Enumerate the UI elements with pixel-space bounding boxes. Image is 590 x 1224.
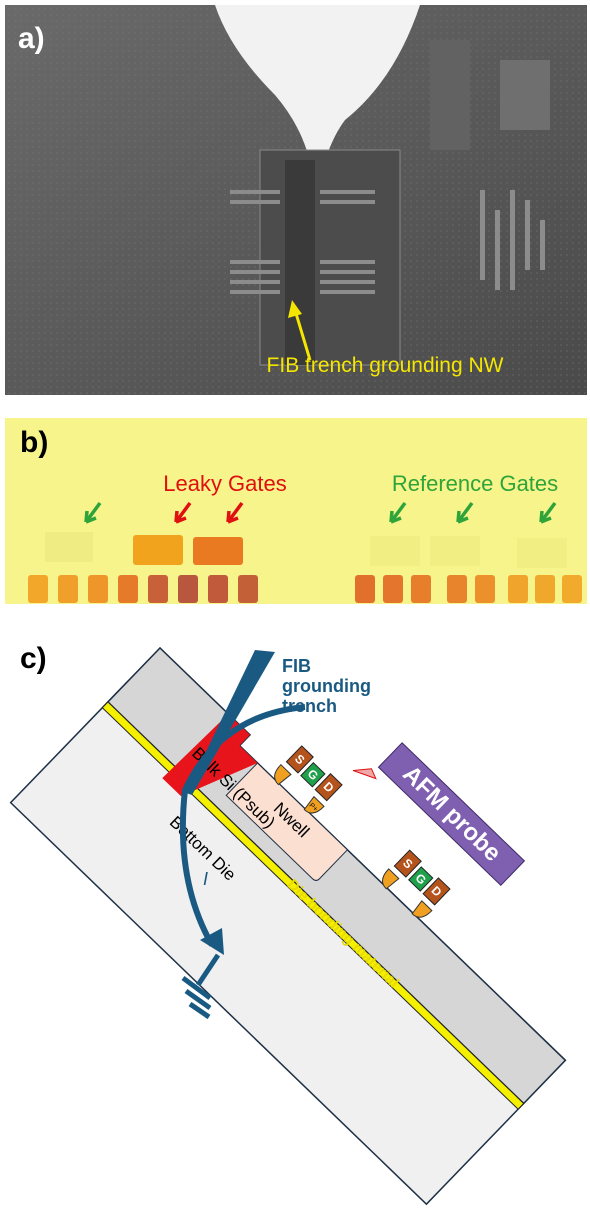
afm-label: AFM probe [397,760,506,866]
panel-label: c) [20,642,47,675]
trench-label-line: trench [282,696,337,716]
trench-label: FIB grounding trench [282,656,371,716]
trench [285,160,315,365]
panel-a: FIB trench grounding NW a) [5,5,587,395]
bottom-die [11,648,576,1204]
figure: FIB trench grounding NW a) Leaky Gates R… [0,0,590,1224]
trench-label-line: FIB [282,656,311,676]
afm-tip [353,760,379,785]
afm-probe: AFM probe [353,732,524,900]
device-block [260,150,400,365]
current-label: I [203,869,208,889]
page: {"panel_a":{"label":"a)","annotation":"F… [0,0,590,1224]
panel-label: b) [20,426,48,459]
panel-label: a) [18,22,45,55]
annotation: FIB trench grounding NW [267,354,504,377]
reference-label: Reference Gates [392,471,558,496]
trench-label-line: grounding [282,676,371,696]
leaky-label: Leaky Gates [163,471,287,496]
panel-b: Leaky Gates Reference Gates b) [5,418,587,604]
